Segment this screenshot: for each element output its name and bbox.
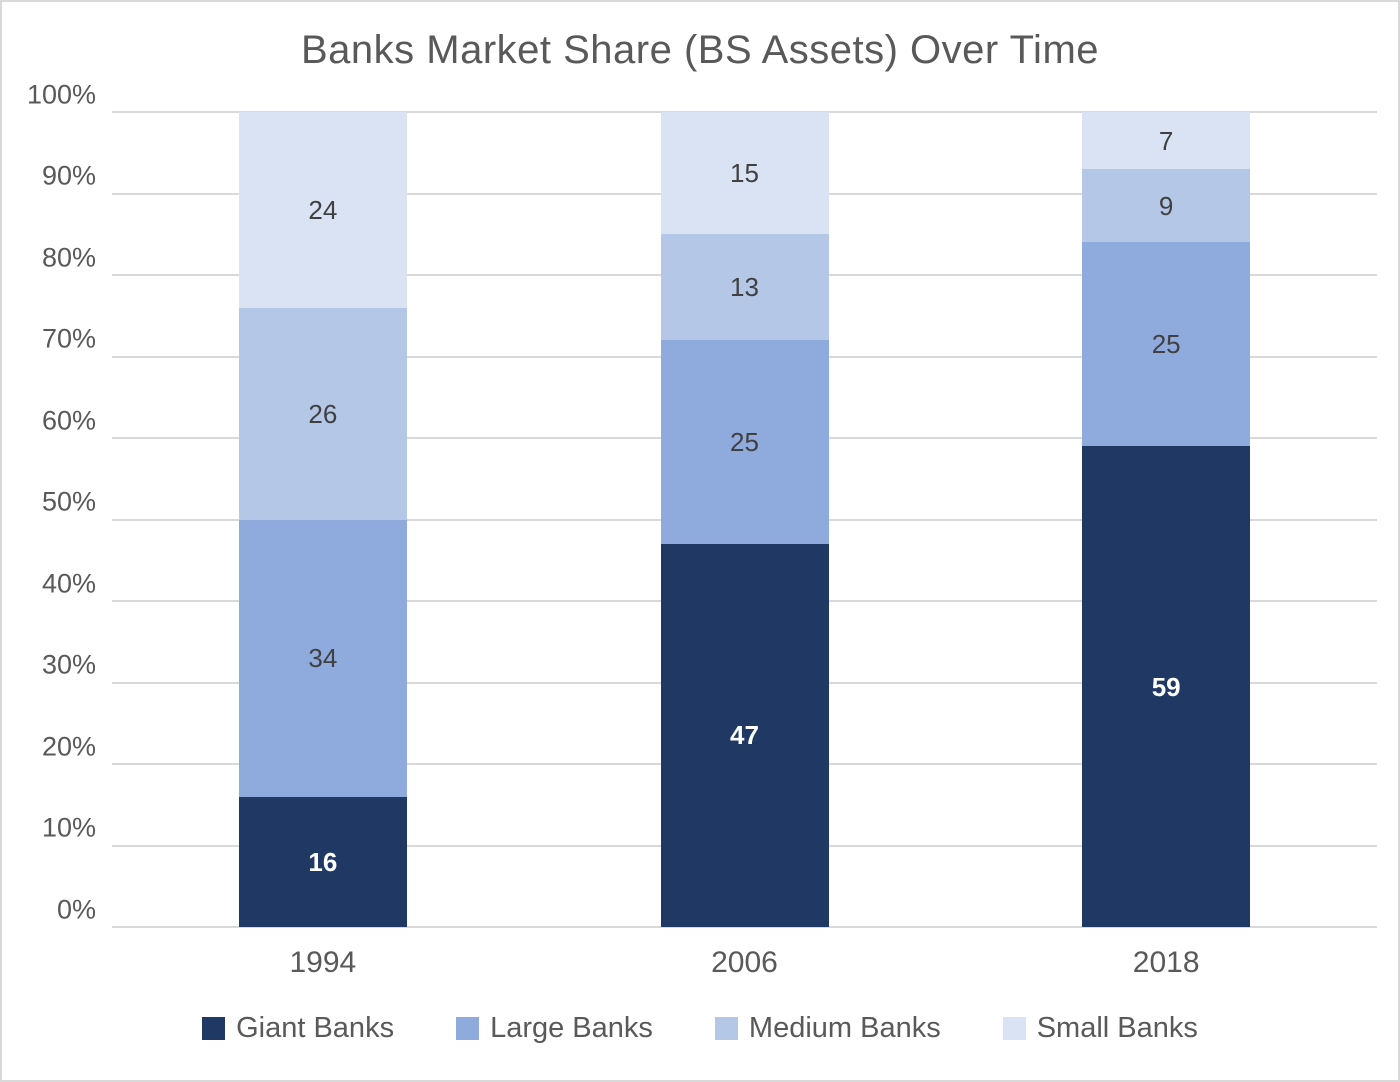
bar-segment-medium-banks-2006: 13 xyxy=(660,234,829,341)
y-tick-label: 100% xyxy=(26,79,96,109)
y-tick-label: 70% xyxy=(41,323,96,354)
gridline-100% xyxy=(112,111,1377,113)
data-label: 7 xyxy=(1158,125,1174,156)
legend-label: Small Banks xyxy=(1036,1012,1198,1044)
x-tick-label-1994: 1994 xyxy=(289,946,357,979)
data-label: 9 xyxy=(1158,190,1174,221)
y-tick-label: 60% xyxy=(41,405,96,435)
y-tick-label: 90% xyxy=(41,160,96,191)
bar-segment-small-banks-1994: 24 xyxy=(238,112,407,308)
legend-item-giant-banks: Giant Banks xyxy=(202,1012,394,1045)
legend-item-medium-banks: Medium Banks xyxy=(714,1012,941,1045)
data-label: 16 xyxy=(308,846,338,877)
data-label: 15 xyxy=(730,158,759,189)
data-label: 25 xyxy=(730,427,759,458)
y-tick-label: 40% xyxy=(41,568,96,598)
y-tick-label: 20% xyxy=(41,731,96,761)
bar-segment-large-banks-2018: 25 xyxy=(1082,242,1251,447)
bar-segment-giant-banks-2018: 59 xyxy=(1082,446,1251,927)
y-tick-label: 30% xyxy=(41,649,96,680)
data-label: 47 xyxy=(730,720,759,751)
bar-segment-large-banks-2006: 25 xyxy=(660,340,829,544)
bar-2006: 15 13 25 47 xyxy=(660,112,829,927)
bar-segment-medium-banks-2018: 9 xyxy=(1082,169,1251,243)
bar-segment-small-banks-2018: 7 xyxy=(1082,112,1251,170)
data-label: 24 xyxy=(308,194,338,225)
legend-item-small-banks: Small Banks xyxy=(1002,1012,1198,1045)
legend-label: Large Banks xyxy=(490,1012,653,1044)
chart-title: Banks Market Share (BS Assets) Over Time xyxy=(300,28,1100,72)
gridline-0% xyxy=(112,926,1377,928)
bar-segment-large-banks-1994: 34 xyxy=(238,519,407,797)
y-tick-label: 50% xyxy=(41,486,96,517)
legend-swatch-icon xyxy=(1002,1017,1026,1040)
legend-item-large-banks: Large Banks xyxy=(456,1012,653,1045)
bar-2018: 7 9 25 59 xyxy=(1082,112,1251,927)
bar-1994: 24 26 34 16 xyxy=(238,112,407,927)
plot-area: 0% 10% 20% 30% 40% 50% 60% 70% 80% 90% 100% 24 26 34 1… xyxy=(27,79,1377,928)
x-axis: 1994 2006 2018 xyxy=(112,946,1377,986)
data-label: 59 xyxy=(1151,671,1181,702)
legend-swatch-icon xyxy=(456,1017,480,1040)
bar-segment-small-banks-2006: 15 xyxy=(660,112,829,235)
data-label: 13 xyxy=(730,272,759,303)
x-tick-label-2006: 2006 xyxy=(711,946,778,979)
legend-swatch-icon xyxy=(714,1017,738,1040)
data-label: 26 xyxy=(308,398,338,429)
bar-segment-medium-banks-1994: 26 xyxy=(238,307,407,520)
legend-swatch-icon xyxy=(202,1017,226,1040)
x-tick-label-2018: 2018 xyxy=(1132,946,1200,979)
y-tick-label: 10% xyxy=(41,812,96,843)
bar-segment-giant-banks-2006: 47 xyxy=(660,543,829,927)
data-label: 25 xyxy=(1151,329,1181,360)
y-tick-label: 80% xyxy=(41,242,96,272)
legend: Giant Banks Large Banks Medium Banks Small … xyxy=(2,1012,1398,1045)
bar-segment-giant-banks-1994: 16 xyxy=(238,796,407,927)
data-label: 34 xyxy=(308,643,338,674)
legend-label: Giant Banks xyxy=(236,1012,395,1044)
y-tick-label: 0% xyxy=(56,894,96,924)
legend-label: Medium Banks xyxy=(748,1012,941,1044)
